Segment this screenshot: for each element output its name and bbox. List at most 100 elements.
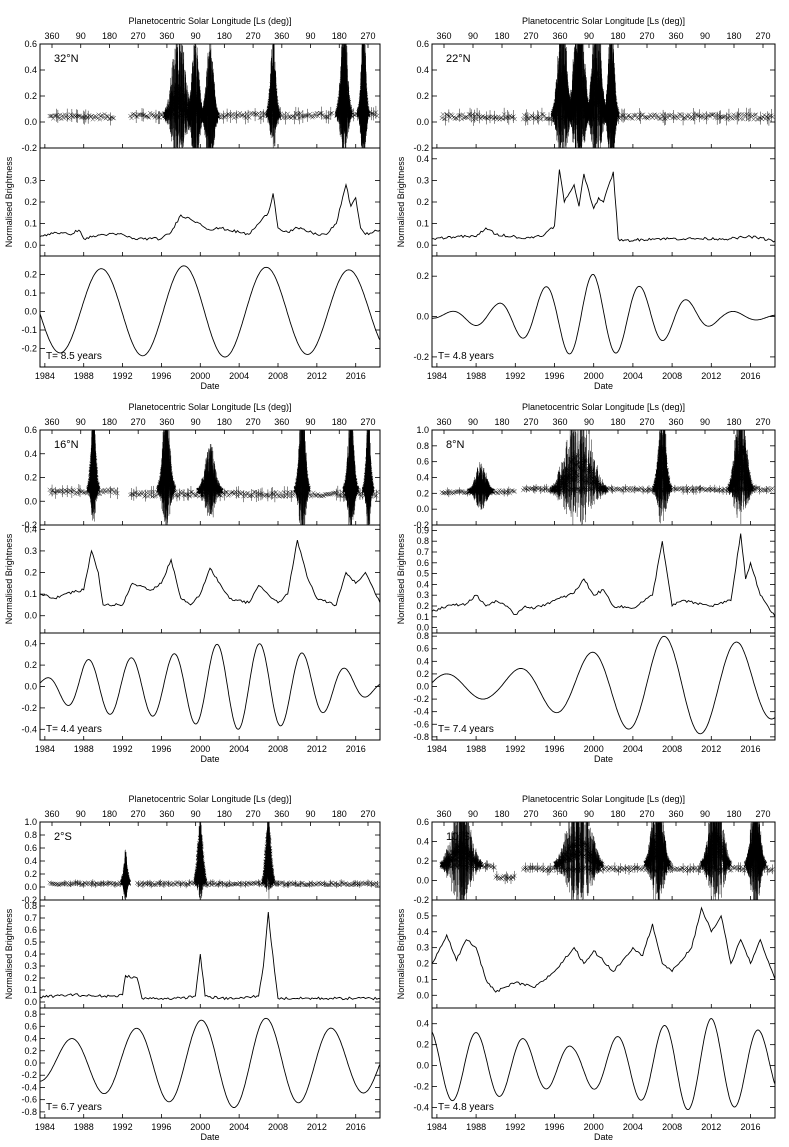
x-tick-label: 1984 (427, 744, 447, 754)
x-tick-label: 2016 (346, 371, 366, 381)
brightness-scatter-series (47, 822, 380, 900)
top-tick-label: 270 (523, 809, 538, 819)
top-tick-label: 360 (552, 809, 567, 819)
y-tick-label: -0.6 (21, 1095, 37, 1105)
x-tick-label: 2000 (190, 371, 210, 381)
x-tick-label: 1996 (151, 744, 171, 754)
y-tick-label: 0.4 (24, 1034, 37, 1044)
y-tick-label: 0.4 (416, 837, 429, 847)
y-tick-label: 0.0 (416, 117, 429, 127)
top-tick-label: 360 (668, 809, 683, 819)
x-tick-label: 2004 (229, 371, 249, 381)
y-tick-label: 0.7 (416, 547, 429, 557)
x-tick-label: 2008 (662, 744, 682, 754)
y-tick-label: 0.4 (416, 473, 429, 483)
top-tick-label: 180 (217, 31, 232, 41)
panel-0: 0.6 0.4 0.2 0.0 -0.2 16°N (21, 425, 381, 530)
x-tick-label: 1996 (544, 744, 564, 754)
x-tick-label: 1988 (74, 744, 94, 754)
periodic-model-curve (431, 635, 775, 735)
x-axis-title: Date (200, 1132, 219, 1142)
y-tick-label: 0.6 (416, 817, 429, 827)
y-tick-label: 1.0 (24, 817, 37, 827)
x-tick-label: 2016 (740, 1122, 760, 1132)
x-tick-label: 1984 (427, 1122, 447, 1132)
panel-frame (39, 524, 381, 634)
panel-frame (39, 899, 381, 1009)
y-tick-label: 0.2 (24, 91, 37, 101)
top-tick-label: 360 (436, 417, 451, 427)
top-tick-label: 270 (755, 417, 770, 427)
y-tick-label: 0.6 (24, 39, 37, 49)
y-tick-label: 0.5 (416, 911, 429, 921)
top-tick-label: 270 (755, 31, 770, 41)
y-tick-label: -0.8 (413, 732, 429, 742)
x-tick-label: 2004 (623, 744, 643, 754)
top-tick-label: 360 (668, 31, 683, 41)
x-tick-label: 1988 (466, 1122, 486, 1132)
latitude-label: 22°N (446, 53, 471, 65)
top-tick-label: 270 (639, 417, 654, 427)
panel-0: 0.6 0.4 0.2 0.0 -0.2 10°S (413, 817, 776, 905)
top-tick-label: 180 (217, 809, 232, 819)
x-tick-label: 2016 (740, 371, 760, 381)
subplot-1: Planetocentric Solar Longitude [Ls (deg)… (396, 16, 776, 391)
x-tick-label: 1996 (544, 1122, 564, 1132)
y-tick-label: 0.0 (24, 1058, 37, 1068)
y-tick-label: 0.3 (24, 961, 37, 971)
panel-2: 0.8 0.6 0.4 0.2 0.0 -0.2 -0.4 -0.6 -0.8 T= 7.4 ye… (413, 631, 776, 742)
top-tick-label: 360 (44, 417, 59, 427)
latitude-label: 16°N (54, 439, 79, 451)
x-tick-label: 2012 (307, 744, 327, 754)
subplot-3: Planetocentric Solar Longitude [Ls (deg)… (396, 402, 776, 764)
top-tick-label: 270 (523, 417, 538, 427)
y-tick-label: -0.8 (21, 1107, 37, 1117)
x-tick-label: 1984 (35, 744, 55, 754)
y-tick-label: 0.0 (416, 504, 429, 514)
x-tick-label: 2004 (229, 744, 249, 754)
latitude-label: 2°S (54, 831, 72, 843)
x-tick-label: 2000 (584, 1122, 604, 1132)
y-tick-label: 0.0 (416, 623, 429, 633)
top-tick-label: 360 (44, 31, 59, 41)
y-tick-label: 0.2 (24, 660, 37, 670)
y-tick-label: 0.6 (24, 1021, 37, 1031)
y-tick-label: 0.2 (24, 568, 37, 578)
y-axis-title: Normalised Brightness (4, 908, 14, 999)
x-tick-label: 1992 (113, 744, 133, 754)
y-tick-label: -0.4 (413, 1103, 429, 1113)
x-tick-label: 1992 (505, 371, 525, 381)
y-tick-label: 0.2 (416, 959, 429, 969)
top-tick-label: 360 (159, 31, 174, 41)
top-tick-label: 90 (306, 417, 316, 427)
y-tick-label: 0.5 (24, 937, 37, 947)
top-tick-label: 180 (726, 417, 741, 427)
y-axis-title: Normalised Brightness (396, 156, 406, 247)
top-tick-label: 180 (494, 809, 509, 819)
y-tick-label: 0.2 (24, 270, 37, 280)
y-tick-label: 0.4 (24, 65, 37, 75)
top-tick-label: 360 (552, 31, 567, 41)
y-tick-label: 0.6 (24, 425, 37, 435)
y-tick-label: 0.8 (416, 441, 429, 451)
y-tick-label: 0.0 (24, 496, 37, 506)
top-tick-label: 180 (332, 31, 347, 41)
y-tick-label: 0.6 (416, 39, 429, 49)
x-axis-title: Date (594, 381, 613, 391)
panel-frame (431, 524, 776, 634)
y-tick-label: 0.4 (416, 154, 429, 164)
y-tick-label: -0.2 (413, 895, 429, 905)
x-tick-label: 1996 (151, 371, 171, 381)
panel-2: 0.2 0.1 0.0 -0.1 -0.2 T= 8.5 years (21, 255, 381, 368)
y-tick-label: 0.3 (416, 590, 429, 600)
y-tick-label: 0.1 (24, 985, 37, 995)
top-axis-title: Planetocentric Solar Longitude [Ls (deg)… (128, 794, 291, 804)
y-tick-label: 0.0 (416, 876, 429, 886)
x-tick-label: 2000 (584, 744, 604, 754)
y-tick-label: -0.2 (21, 703, 37, 713)
top-tick-label: 90 (700, 809, 710, 819)
top-tick-label: 180 (610, 417, 625, 427)
brightness-scatter-series (439, 430, 775, 525)
x-axis-title: Date (200, 754, 219, 764)
